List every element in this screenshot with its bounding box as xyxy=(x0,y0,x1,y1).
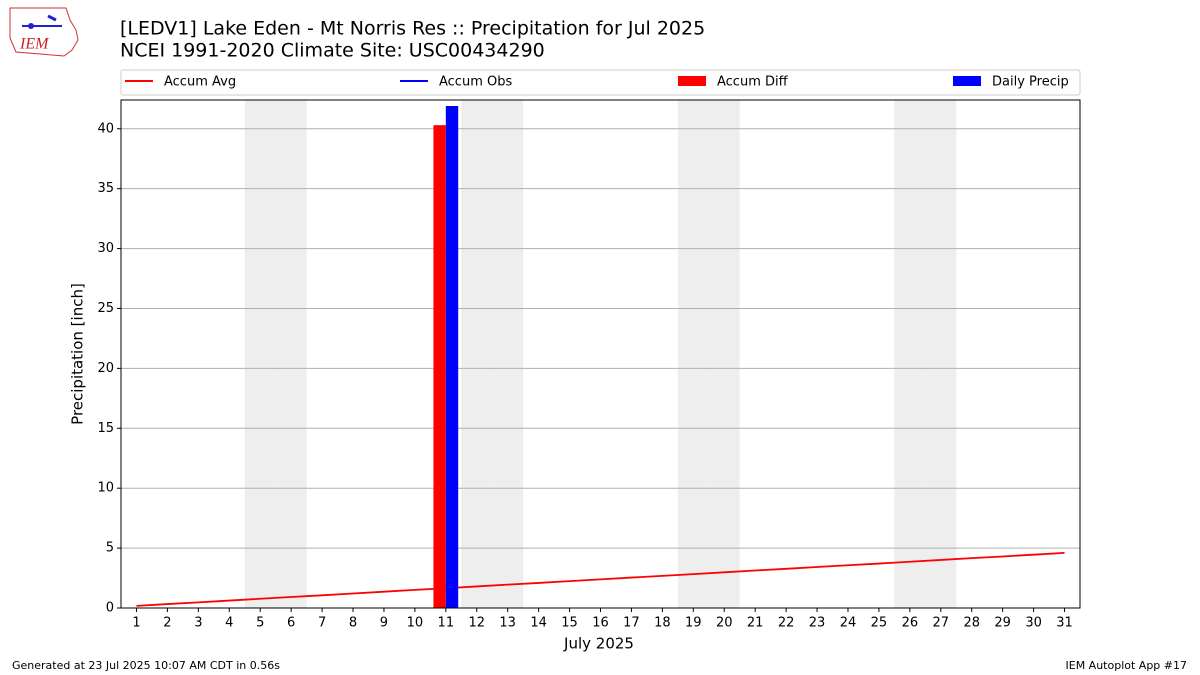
x-tick-label: 8 xyxy=(349,616,357,631)
x-tick-label: 6 xyxy=(287,616,295,631)
y-tick-label: 35 xyxy=(97,181,114,196)
legend-swatch xyxy=(953,76,981,86)
shade-band xyxy=(244,100,276,608)
x-tick-label: 14 xyxy=(530,616,547,631)
plot-frame xyxy=(120,99,1081,609)
logo-text: IEM xyxy=(19,36,50,53)
bar xyxy=(433,125,446,609)
x-tick-label: 7 xyxy=(318,616,326,631)
y-tick-label: 40 xyxy=(97,121,114,136)
legend-swatch xyxy=(678,76,706,86)
chart-title: [LEDV1] Lake Eden - Mt Norris Res :: Pre… xyxy=(120,18,705,40)
x-tick-label: 5 xyxy=(256,616,264,631)
shade-band xyxy=(894,100,926,608)
x-tick-label: 9 xyxy=(380,616,388,631)
legend-label: Accum Avg xyxy=(164,75,236,90)
footer-left: Generated at 23 Jul 2025 10:07 AM CDT in… xyxy=(12,659,280,672)
y-tick-label: 10 xyxy=(97,481,114,496)
x-tick-label: 16 xyxy=(592,616,609,631)
x-tick-label: 13 xyxy=(499,616,516,631)
shade-band xyxy=(275,100,307,608)
x-tick-label: 25 xyxy=(871,616,888,631)
x-tick-label: 28 xyxy=(963,616,980,631)
x-tick-label: 22 xyxy=(778,616,795,631)
x-tick-label: 15 xyxy=(561,616,578,631)
x-tick-label: 26 xyxy=(902,616,919,631)
legend-label: Daily Precip xyxy=(992,75,1069,90)
x-axis-label: July 2025 xyxy=(563,635,634,653)
footer-right: IEM Autoplot App #17 xyxy=(1066,659,1188,672)
x-tick-label: 2 xyxy=(163,616,171,631)
y-tick-label: 5 xyxy=(106,541,114,556)
x-tick-label: 18 xyxy=(654,616,671,631)
chart-subtitle: NCEI 1991-2020 Climate Site: USC00434290 xyxy=(120,40,545,62)
x-tick-label: 4 xyxy=(225,616,233,631)
x-tick-label: 29 xyxy=(994,616,1011,631)
legend-label: Accum Diff xyxy=(717,75,789,90)
y-tick-label: 25 xyxy=(97,301,114,316)
line-series xyxy=(136,551,1065,607)
x-tick-label: 30 xyxy=(1025,616,1042,631)
x-tick-label: 17 xyxy=(623,616,640,631)
shade-band xyxy=(708,100,740,608)
y-tick-label: 0 xyxy=(106,601,114,616)
x-tick-label: 12 xyxy=(468,616,485,631)
shade-band xyxy=(461,100,493,608)
legend-label: Accum Obs xyxy=(439,75,512,90)
x-tick-label: 21 xyxy=(747,616,764,631)
shade-band xyxy=(925,100,957,608)
x-tick-label: 1 xyxy=(132,616,140,631)
x-tick-label: 3 xyxy=(194,616,202,631)
legend: Accum Avg Accum Obs Accum Diff Daily Precip xyxy=(120,69,1081,96)
y-axis-label: Precipitation [inch] xyxy=(69,283,87,425)
x-tick-label: 27 xyxy=(933,616,950,631)
y-tick-label: 15 xyxy=(97,421,114,436)
bar xyxy=(445,105,459,608)
x-tick-label: 10 xyxy=(407,616,424,631)
shade-band xyxy=(492,100,524,608)
x-tick-label: 20 xyxy=(716,616,733,631)
x-tick-label: 31 xyxy=(1056,616,1073,631)
x-tick-label: 11 xyxy=(438,616,455,631)
x-tick-label: 23 xyxy=(809,616,826,631)
y-tick-label: 30 xyxy=(97,241,114,256)
x-tick-label: 19 xyxy=(685,616,702,631)
logo: IEM xyxy=(9,7,79,57)
shade-band xyxy=(677,100,709,608)
legend-frame xyxy=(120,69,1081,96)
x-tick-label: 24 xyxy=(840,616,857,631)
y-tick-label: 20 xyxy=(97,361,114,376)
